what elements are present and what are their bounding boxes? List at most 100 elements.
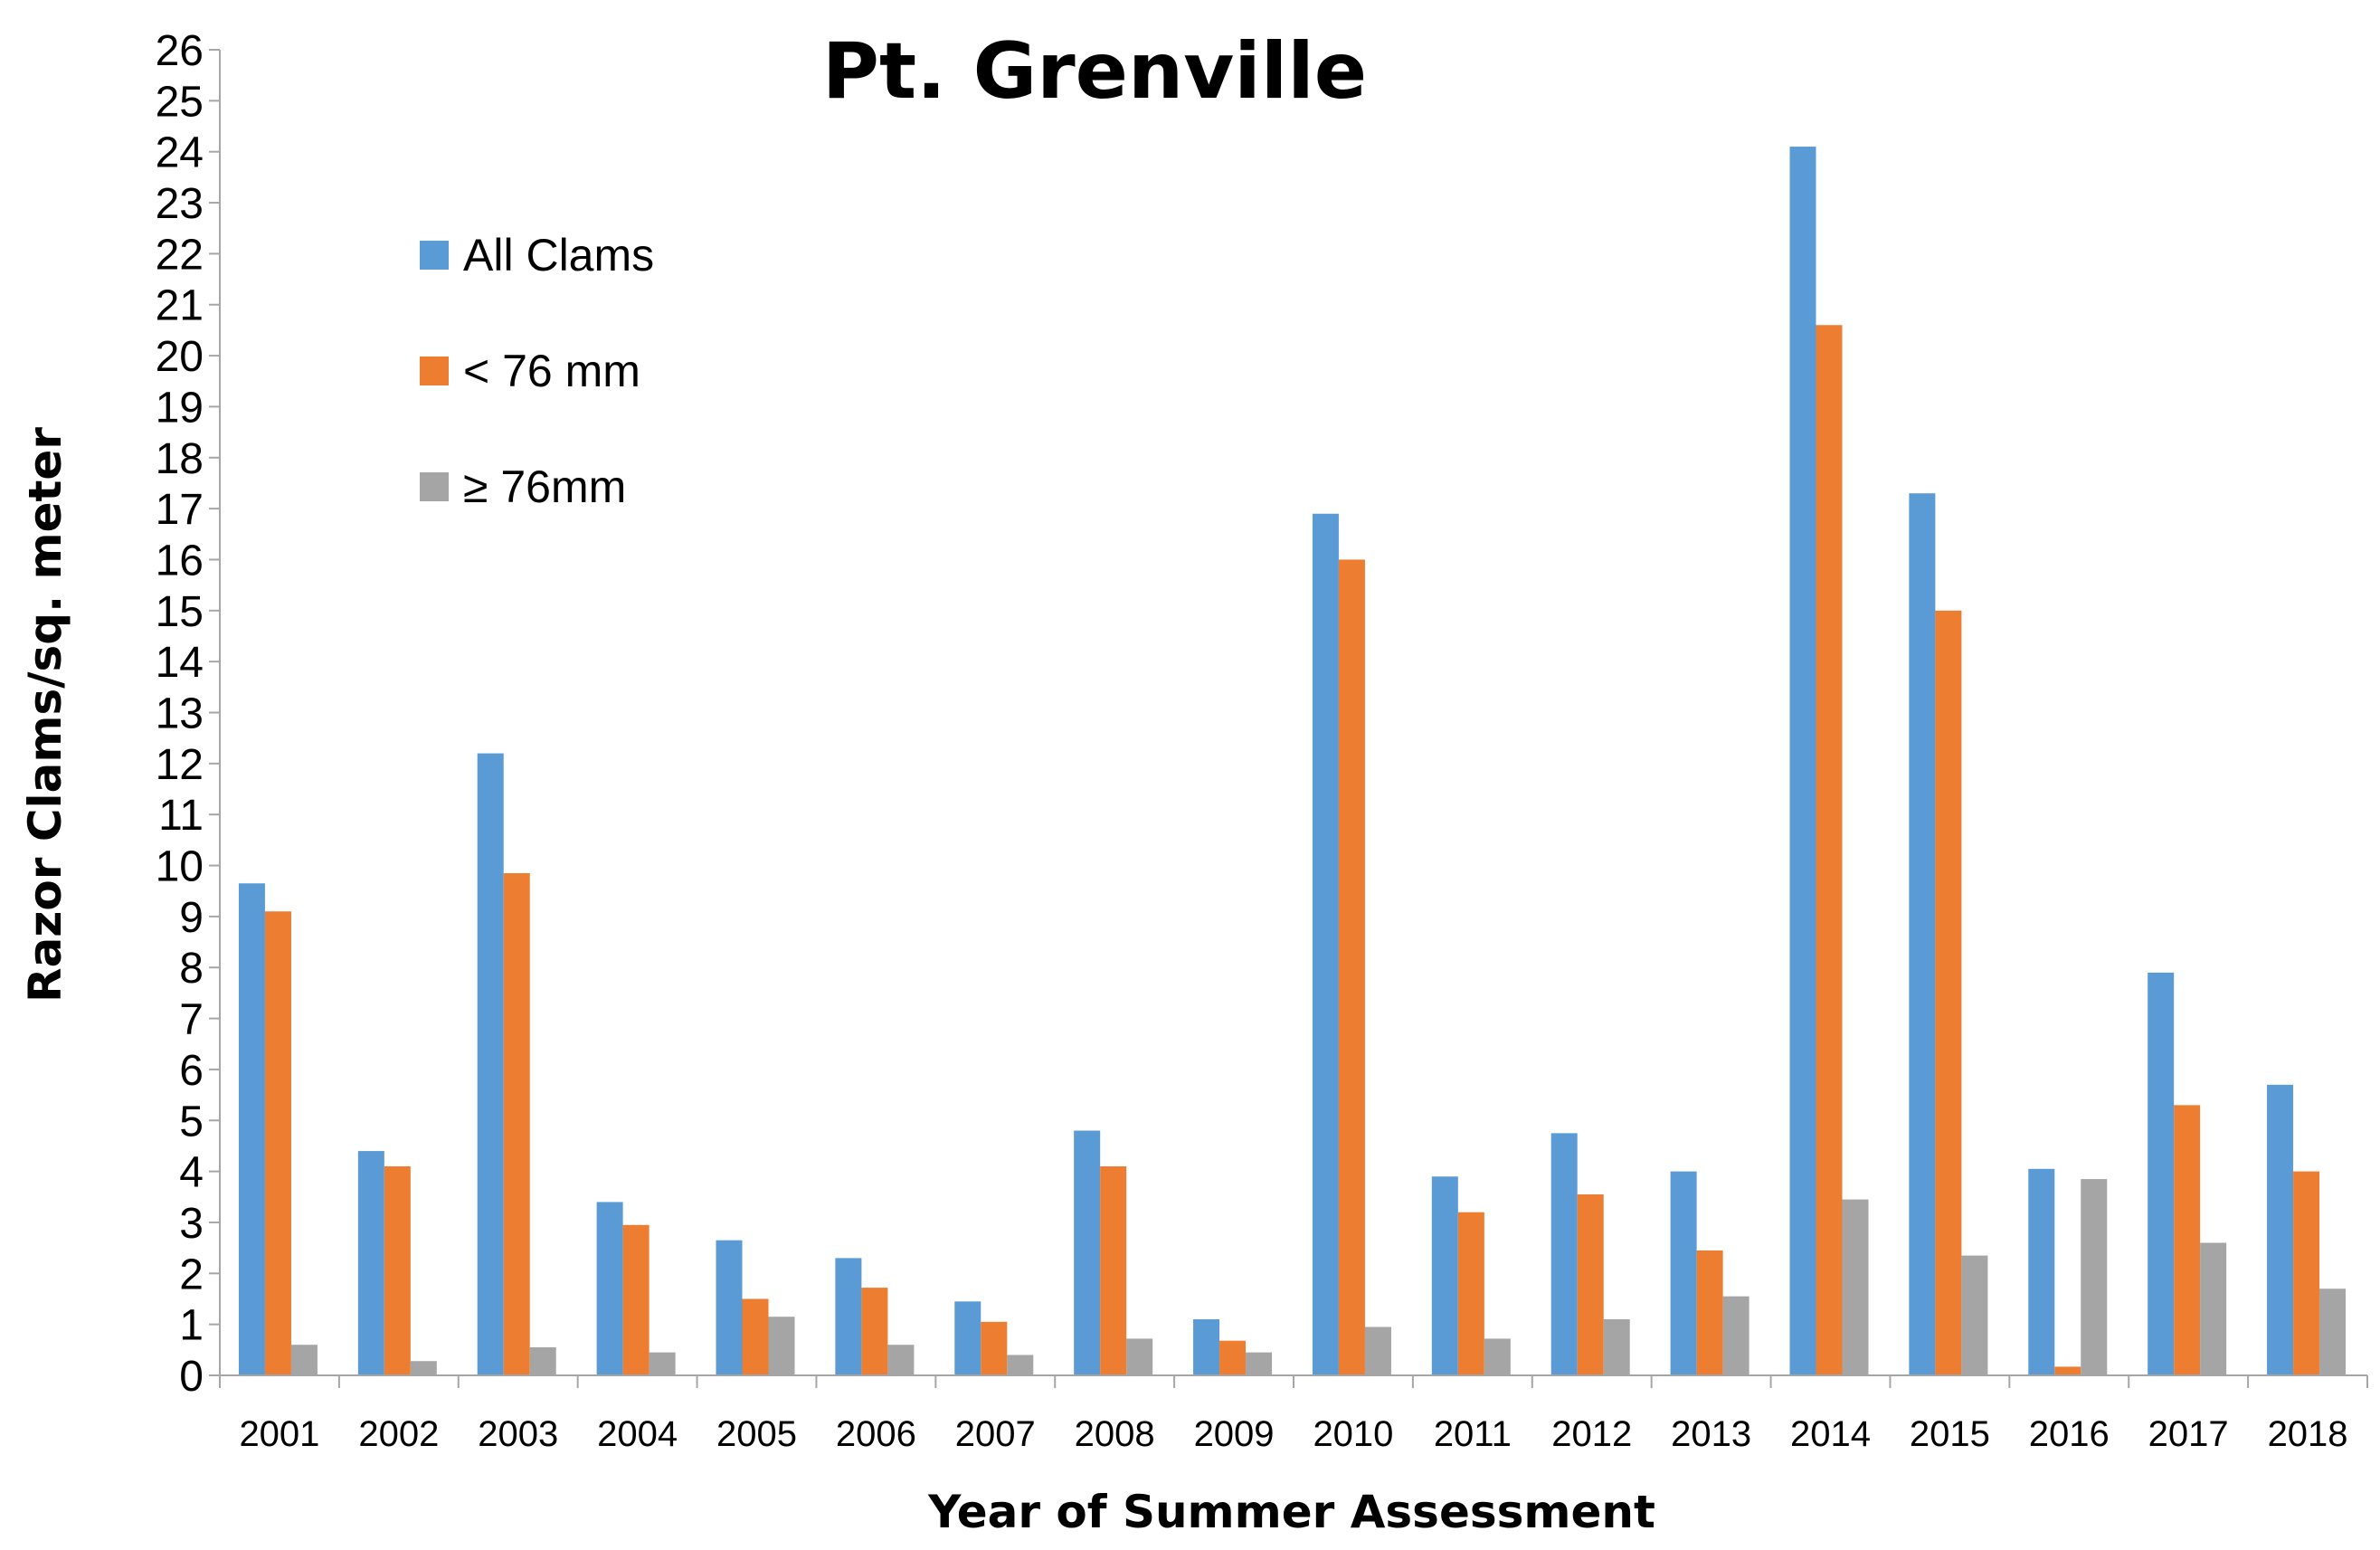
legend-swatch (420, 241, 449, 270)
bar-2008-series-2 (1100, 1165, 1127, 1375)
bar-2001-series-3 (290, 1345, 318, 1375)
x-tick-label: 2003 (478, 1414, 558, 1454)
bar-2005-series-3 (768, 1317, 795, 1375)
bar-2007-series-2 (981, 1321, 1008, 1375)
legend-label: ≥ 76mm (463, 461, 626, 512)
y-tick-label: 18 (156, 435, 204, 483)
bar-2018-series-1 (2267, 1084, 2294, 1375)
y-tick-label: 25 (156, 78, 204, 126)
y-tick-label: 5 (179, 1098, 204, 1146)
legend-item-1: All Clams (420, 230, 654, 281)
y-tick-label: 12 (156, 741, 204, 789)
legend-swatch (420, 472, 449, 501)
bar-2011-series-2 (1457, 1212, 1484, 1375)
bar-2011-series-1 (1431, 1176, 1458, 1375)
bar-2014-series-1 (1789, 147, 1816, 1375)
bar-2012-series-1 (1550, 1133, 1578, 1375)
bar-2014-series-2 (1816, 325, 1843, 1375)
x-tick-label: 2014 (1790, 1414, 1871, 1454)
bar-2002-series-2 (384, 1165, 411, 1375)
bar-2009-series-3 (1246, 1352, 1273, 1375)
bar-2015-series-3 (1961, 1255, 1988, 1375)
y-tick-label: 11 (158, 792, 204, 840)
x-tick-label: 2017 (2148, 1414, 2229, 1454)
y-tick-label: 9 (179, 894, 204, 942)
bar-2008-series-3 (1126, 1338, 1153, 1375)
bar-2015-series-2 (1935, 610, 1962, 1375)
y-tick-label: 22 (156, 231, 204, 279)
bar-2010-series-1 (1312, 513, 1339, 1375)
bar-2007-series-3 (1007, 1355, 1034, 1375)
bar-2016-series-2 (2054, 1366, 2081, 1375)
y-tick-label: 14 (156, 639, 204, 687)
bar-2017-series-3 (2200, 1242, 2227, 1375)
legend-label: < 76 mm (463, 346, 640, 396)
bar-2009-series-1 (1193, 1319, 1220, 1375)
y-tick-label: 1 (179, 1302, 204, 1350)
x-tick-label: 2016 (2029, 1414, 2110, 1454)
bar-2016-series-3 (2081, 1179, 2108, 1375)
y-tick-label: 26 (156, 27, 204, 75)
x-tick-label: 2010 (1313, 1414, 1393, 1454)
bar-2001-series-2 (264, 911, 291, 1375)
bar-2014-series-3 (1842, 1199, 1869, 1375)
x-tick-label: 2006 (836, 1414, 916, 1454)
bar-2002-series-1 (357, 1151, 384, 1375)
bar-2010-series-3 (1364, 1327, 1391, 1375)
plot-area (238, 147, 2347, 1375)
y-tick-label: 15 (156, 588, 204, 636)
x-tick-label: 2011 (1434, 1414, 1512, 1454)
legend-item-2: < 76 mm (420, 346, 640, 396)
y-tick-label: 8 (179, 945, 204, 993)
y-tick-label: 17 (156, 486, 204, 534)
legend: All Clams < 76 mm ≥ 76mm (420, 230, 654, 512)
x-tick-label: 2001 (239, 1414, 319, 1454)
bar-2017-series-1 (2148, 972, 2175, 1375)
y-axis-title: Razor Clams/sq. meter (19, 427, 71, 1003)
x-tick-label: 2012 (1551, 1414, 1632, 1454)
bar-2005-series-1 (716, 1240, 743, 1375)
y-tick-label: 6 (179, 1047, 204, 1095)
y-tick-label: 24 (156, 129, 204, 177)
bar-2009-series-2 (1219, 1340, 1247, 1375)
bar-2016-series-1 (2028, 1168, 2055, 1375)
bar-2003-series-3 (529, 1347, 556, 1375)
y-axis: 0123456789101112131415161718192021222324… (156, 27, 221, 1401)
bar-2004-series-2 (622, 1224, 650, 1375)
bar-2015-series-1 (1909, 493, 1936, 1375)
x-tick-label: 2005 (716, 1414, 797, 1454)
bar-2005-series-2 (742, 1298, 769, 1375)
x-axis-title: Year of Summer Assessment (927, 1486, 1655, 1538)
bar-2004-series-3 (649, 1352, 676, 1375)
bar-2001-series-1 (238, 883, 265, 1375)
x-tick-label: 2004 (597, 1414, 678, 1454)
bar-2010-series-2 (1338, 559, 1365, 1375)
x-tick-label: 2007 (955, 1414, 1036, 1454)
bar-2017-series-2 (2174, 1105, 2201, 1375)
bar-2006-series-2 (861, 1288, 888, 1375)
x-tick-label: 2008 (1075, 1414, 1155, 1454)
bar-2011-series-3 (1484, 1338, 1511, 1375)
legend-item-3: ≥ 76mm (420, 461, 626, 512)
chart-title: Pt. Grenville (822, 26, 1367, 117)
y-tick-label: 3 (179, 1200, 204, 1248)
y-tick-label: 13 (156, 690, 204, 738)
x-tick-label: 2015 (1910, 1414, 1990, 1454)
bar-2004-series-1 (596, 1202, 623, 1375)
x-tick-label: 2013 (1671, 1414, 1751, 1454)
y-tick-label: 2 (179, 1250, 204, 1298)
bar-2012-series-2 (1577, 1193, 1604, 1375)
bar-2002-series-3 (410, 1361, 437, 1375)
bar-2003-series-2 (503, 872, 530, 1375)
bar-2013-series-3 (1722, 1296, 1749, 1375)
bar-2006-series-3 (887, 1345, 915, 1375)
y-tick-label: 0 (179, 1353, 204, 1401)
bar-2013-series-1 (1670, 1171, 1697, 1375)
bar-2003-series-1 (477, 753, 504, 1375)
legend-label: All Clams (463, 230, 654, 281)
y-tick-label: 19 (156, 384, 204, 432)
y-tick-label: 16 (156, 537, 204, 585)
bar-2006-series-1 (835, 1258, 862, 1375)
legend-swatch (420, 357, 449, 385)
